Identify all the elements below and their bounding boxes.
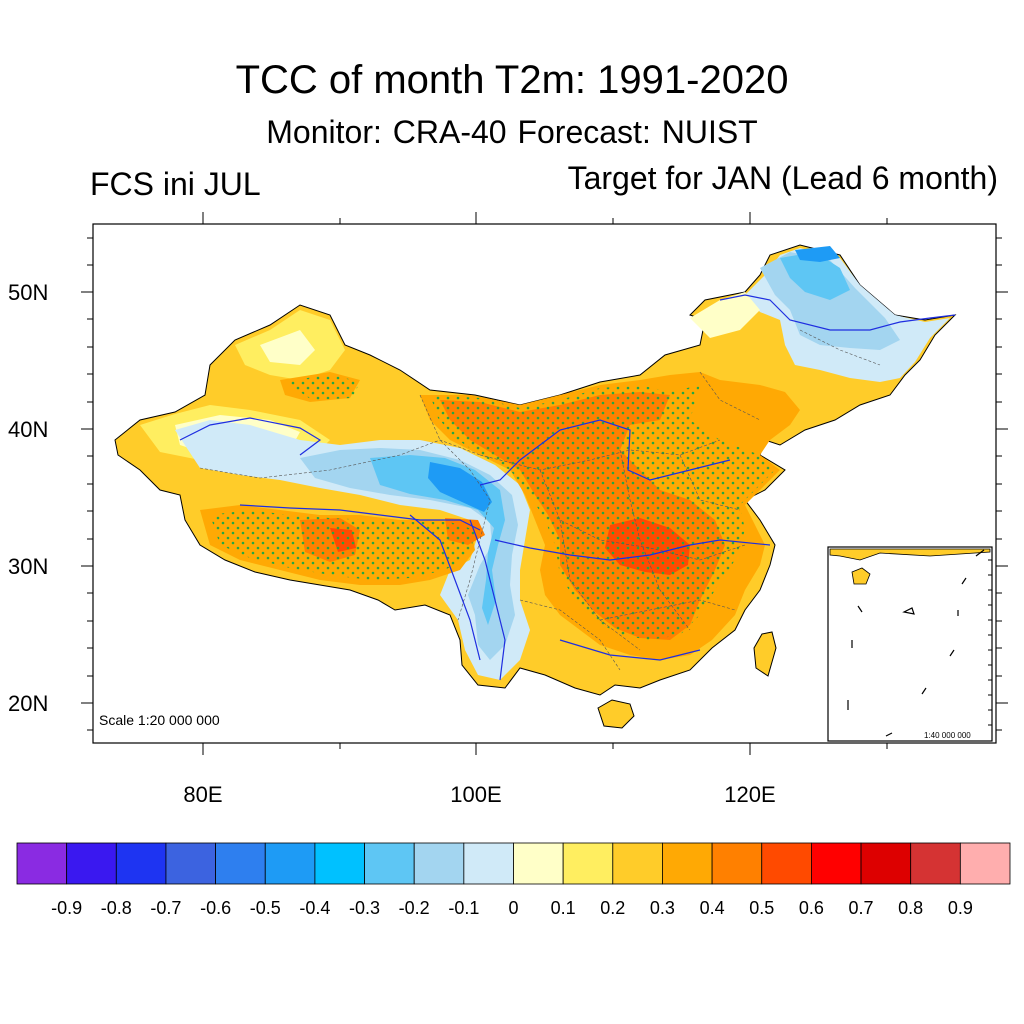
colorbar-label: -0.2 — [399, 898, 430, 918]
colorbar-swatch — [811, 842, 862, 885]
rivers — [179, 294, 956, 681]
lon-labels: 80E 100E 120E — [183, 782, 775, 807]
lat-ticks — [81, 237, 1008, 731]
colorbar-swatch — [662, 842, 713, 885]
colorbar-label: 0.6 — [799, 898, 824, 918]
map-content — [114, 244, 957, 729]
colorbar-label: -0.7 — [150, 898, 181, 918]
lat-label: 30N — [8, 554, 48, 579]
lat-label: 40N — [8, 417, 48, 442]
lon-label: 120E — [724, 782, 775, 807]
colorbar-label: 0.8 — [898, 898, 923, 918]
colorbar-swatch — [314, 842, 365, 885]
colorbar-swatch — [711, 842, 763, 885]
significance-stipple-northwest — [285, 374, 360, 400]
colorbar-swatch — [562, 842, 614, 885]
colorbar-label: 0.2 — [600, 898, 625, 918]
colorbar-label: -0.4 — [299, 898, 330, 918]
colorbar-swatch — [215, 842, 266, 885]
colorbar-label: -0.5 — [250, 898, 281, 918]
colorbar-label: -0.3 — [349, 898, 380, 918]
colorbar: -0.9 -0.8 -0.7 -0.6 -0.5 -0.4 -0.3 -0.2 -0.1 0 0.1… — [16, 842, 1011, 918]
colorbar-label: 0.9 — [948, 898, 973, 918]
inset-scale-text: 1:40 000 000 — [924, 731, 971, 740]
colorbar-label: 0.4 — [700, 898, 725, 918]
lon-ticks — [202, 212, 888, 755]
colorbar-label: -0.1 — [448, 898, 479, 918]
colorbar-swatch — [612, 842, 663, 885]
colorbar-swatch — [364, 842, 415, 885]
colorbar-swatch — [959, 842, 1011, 885]
colorbar-label: 0 — [508, 898, 518, 918]
colorbar-swatch — [66, 842, 117, 885]
hainan-island — [597, 699, 635, 729]
lon-label: 100E — [450, 782, 501, 807]
province-boundaries — [199, 329, 881, 671]
lon-label: 80E — [183, 782, 222, 807]
colorbar-label: 0.5 — [749, 898, 774, 918]
colorbar-label: 0.7 — [849, 898, 874, 918]
contour-0.1-west — [260, 330, 315, 365]
map-subtitle: Monitor: CRA-40 Forecast: NUIST — [266, 114, 758, 150]
colorbar-swatch — [860, 842, 912, 885]
colorbar-swatch — [16, 842, 68, 885]
colorbar-swatch — [165, 842, 216, 885]
map-title: TCC of month T2m: 1991-2020 — [235, 58, 789, 102]
significance-stipple-north — [430, 385, 775, 640]
map-scale-text: Scale 1:20 000 000 — [99, 712, 220, 728]
lat-label: 50N — [8, 280, 48, 305]
colorbar-label: -0.9 — [51, 898, 82, 918]
significance-stipple-tibet — [210, 510, 475, 580]
contour-neg0.4-northeast — [795, 246, 840, 262]
contour-neg0.3-northeast — [780, 252, 850, 300]
colorbar-swatch — [761, 842, 812, 885]
lat-label: 20N — [8, 691, 48, 716]
contour-neg0.4-tibet — [428, 462, 492, 512]
colorbar-swatch — [910, 842, 961, 885]
colorbar-swatch — [264, 842, 316, 885]
colorbar-label: 0.1 — [551, 898, 576, 918]
colorbar-label: -0.8 — [101, 898, 132, 918]
init-label: FCS ini JUL — [90, 166, 261, 202]
taiwan-island — [753, 631, 777, 677]
colorbar-swatch — [115, 842, 167, 885]
south-china-sea-inset: 1:40 000 000 — [827, 546, 993, 742]
target-label: Target for JAN (Lead 6 month) — [567, 160, 998, 196]
colorbar-swatch — [463, 842, 514, 885]
colorbar-label: -0.6 — [200, 898, 231, 918]
colorbar-swatch — [513, 842, 564, 885]
lat-labels: 50N 40N 30N 20N — [8, 280, 48, 716]
colorbar-label: 0.3 — [650, 898, 675, 918]
colorbar-swatch — [413, 842, 465, 885]
contour-0.1-northeast — [690, 292, 760, 338]
